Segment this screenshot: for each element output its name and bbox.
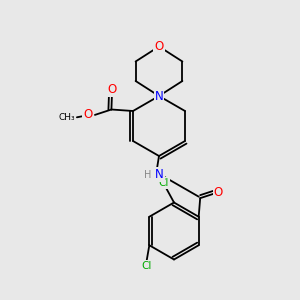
Text: Cl: Cl — [158, 178, 169, 188]
Text: H: H — [144, 169, 151, 180]
Text: N: N — [154, 89, 164, 103]
Text: CH₃: CH₃ — [59, 113, 75, 122]
Text: O: O — [83, 108, 92, 122]
Text: O: O — [154, 40, 164, 53]
Text: N: N — [155, 168, 164, 181]
Text: Cl: Cl — [141, 261, 152, 271]
Text: O: O — [107, 83, 117, 96]
Text: O: O — [214, 186, 223, 199]
